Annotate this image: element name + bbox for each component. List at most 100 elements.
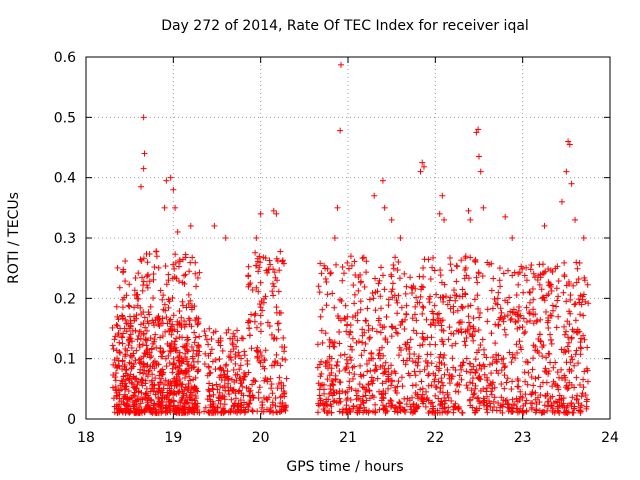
data-point: [422, 358, 429, 365]
data-point: [390, 261, 397, 268]
data-point: [392, 254, 399, 261]
data-point: [281, 348, 288, 355]
data-point: [455, 388, 462, 395]
data-point: [137, 256, 144, 263]
data-point: [151, 358, 158, 365]
data-point: [174, 381, 181, 388]
data-point: [148, 396, 155, 403]
data-point: [181, 272, 188, 279]
data-point: [113, 393, 120, 400]
data-point: [196, 344, 203, 351]
data-point: [568, 334, 575, 341]
data-point: [338, 61, 345, 68]
data-point: [580, 235, 587, 241]
data-point: [206, 370, 213, 377]
data-point: [467, 254, 474, 261]
data-point: [222, 235, 229, 241]
data-point: [536, 261, 543, 268]
data-point: [245, 272, 252, 279]
data-point: [165, 271, 172, 278]
data-point: [454, 263, 461, 270]
data-point: [112, 383, 119, 390]
data-point: [543, 354, 550, 361]
data-point: [438, 379, 445, 386]
data-point: [175, 263, 182, 270]
data-point: [174, 371, 181, 378]
data-point: [513, 292, 520, 299]
data-point: [209, 385, 216, 392]
data-point: [520, 315, 527, 322]
data-point: [225, 353, 232, 360]
data-point: [475, 126, 482, 133]
data-point: [572, 317, 579, 324]
data-point: [514, 325, 521, 332]
data-point: [132, 357, 139, 364]
data-point: [496, 277, 503, 284]
data-point: [427, 276, 434, 283]
data-point: [228, 356, 235, 363]
data-point: [269, 399, 276, 406]
data-point: [247, 387, 254, 394]
data-point: [259, 307, 266, 314]
data-point: [134, 295, 141, 302]
data-point: [402, 290, 409, 297]
data-point: [452, 400, 459, 407]
data-point: [316, 361, 323, 368]
data-point: [360, 254, 367, 261]
data-point: [205, 341, 212, 348]
data-point: [347, 328, 354, 335]
data-point: [420, 335, 427, 342]
data-point: [475, 394, 482, 401]
data-point: [148, 353, 155, 360]
data-point: [113, 370, 120, 377]
data-point: [500, 270, 507, 277]
data-point: [227, 354, 234, 361]
data-point: [528, 390, 535, 397]
data-point: [498, 394, 505, 401]
data-point: [412, 285, 419, 292]
data-point: [217, 394, 224, 401]
data-point: [144, 318, 151, 325]
data-point: [267, 375, 274, 382]
data-point: [133, 409, 140, 416]
data-point: [545, 291, 552, 298]
data-point: [267, 408, 274, 415]
data-point: [339, 408, 346, 415]
data-point: [344, 360, 351, 367]
data-point: [414, 405, 421, 412]
data-point: [334, 313, 341, 320]
data-point: [517, 344, 524, 351]
data-point: [257, 328, 264, 335]
data-point: [133, 375, 140, 382]
data-point: [514, 383, 521, 390]
data-point: [419, 159, 426, 166]
data-point: [489, 354, 496, 361]
data-point: [580, 384, 587, 391]
data-point: [467, 302, 474, 309]
data-point: [358, 352, 365, 359]
data-point: [567, 359, 574, 366]
data-point: [547, 359, 554, 366]
data-point: [173, 390, 180, 397]
data-point: [263, 267, 270, 274]
data-point: [137, 335, 144, 342]
data-point: [349, 335, 356, 342]
data-point: [545, 324, 552, 331]
data-point: [126, 281, 133, 288]
data-point: [530, 382, 537, 389]
data-point: [472, 356, 479, 363]
data-point: [463, 334, 470, 341]
data-point: [368, 350, 375, 357]
data-point: [328, 409, 335, 416]
data-point: [160, 292, 167, 299]
data-point: [268, 381, 275, 388]
data-point: [379, 391, 386, 398]
data-point: [125, 376, 132, 383]
data-point: [367, 367, 374, 374]
data-point: [475, 327, 482, 334]
data-point: [147, 388, 154, 395]
data-point: [112, 377, 119, 384]
data-point: [463, 368, 470, 375]
data-point: [396, 275, 403, 282]
data-point: [378, 305, 385, 312]
